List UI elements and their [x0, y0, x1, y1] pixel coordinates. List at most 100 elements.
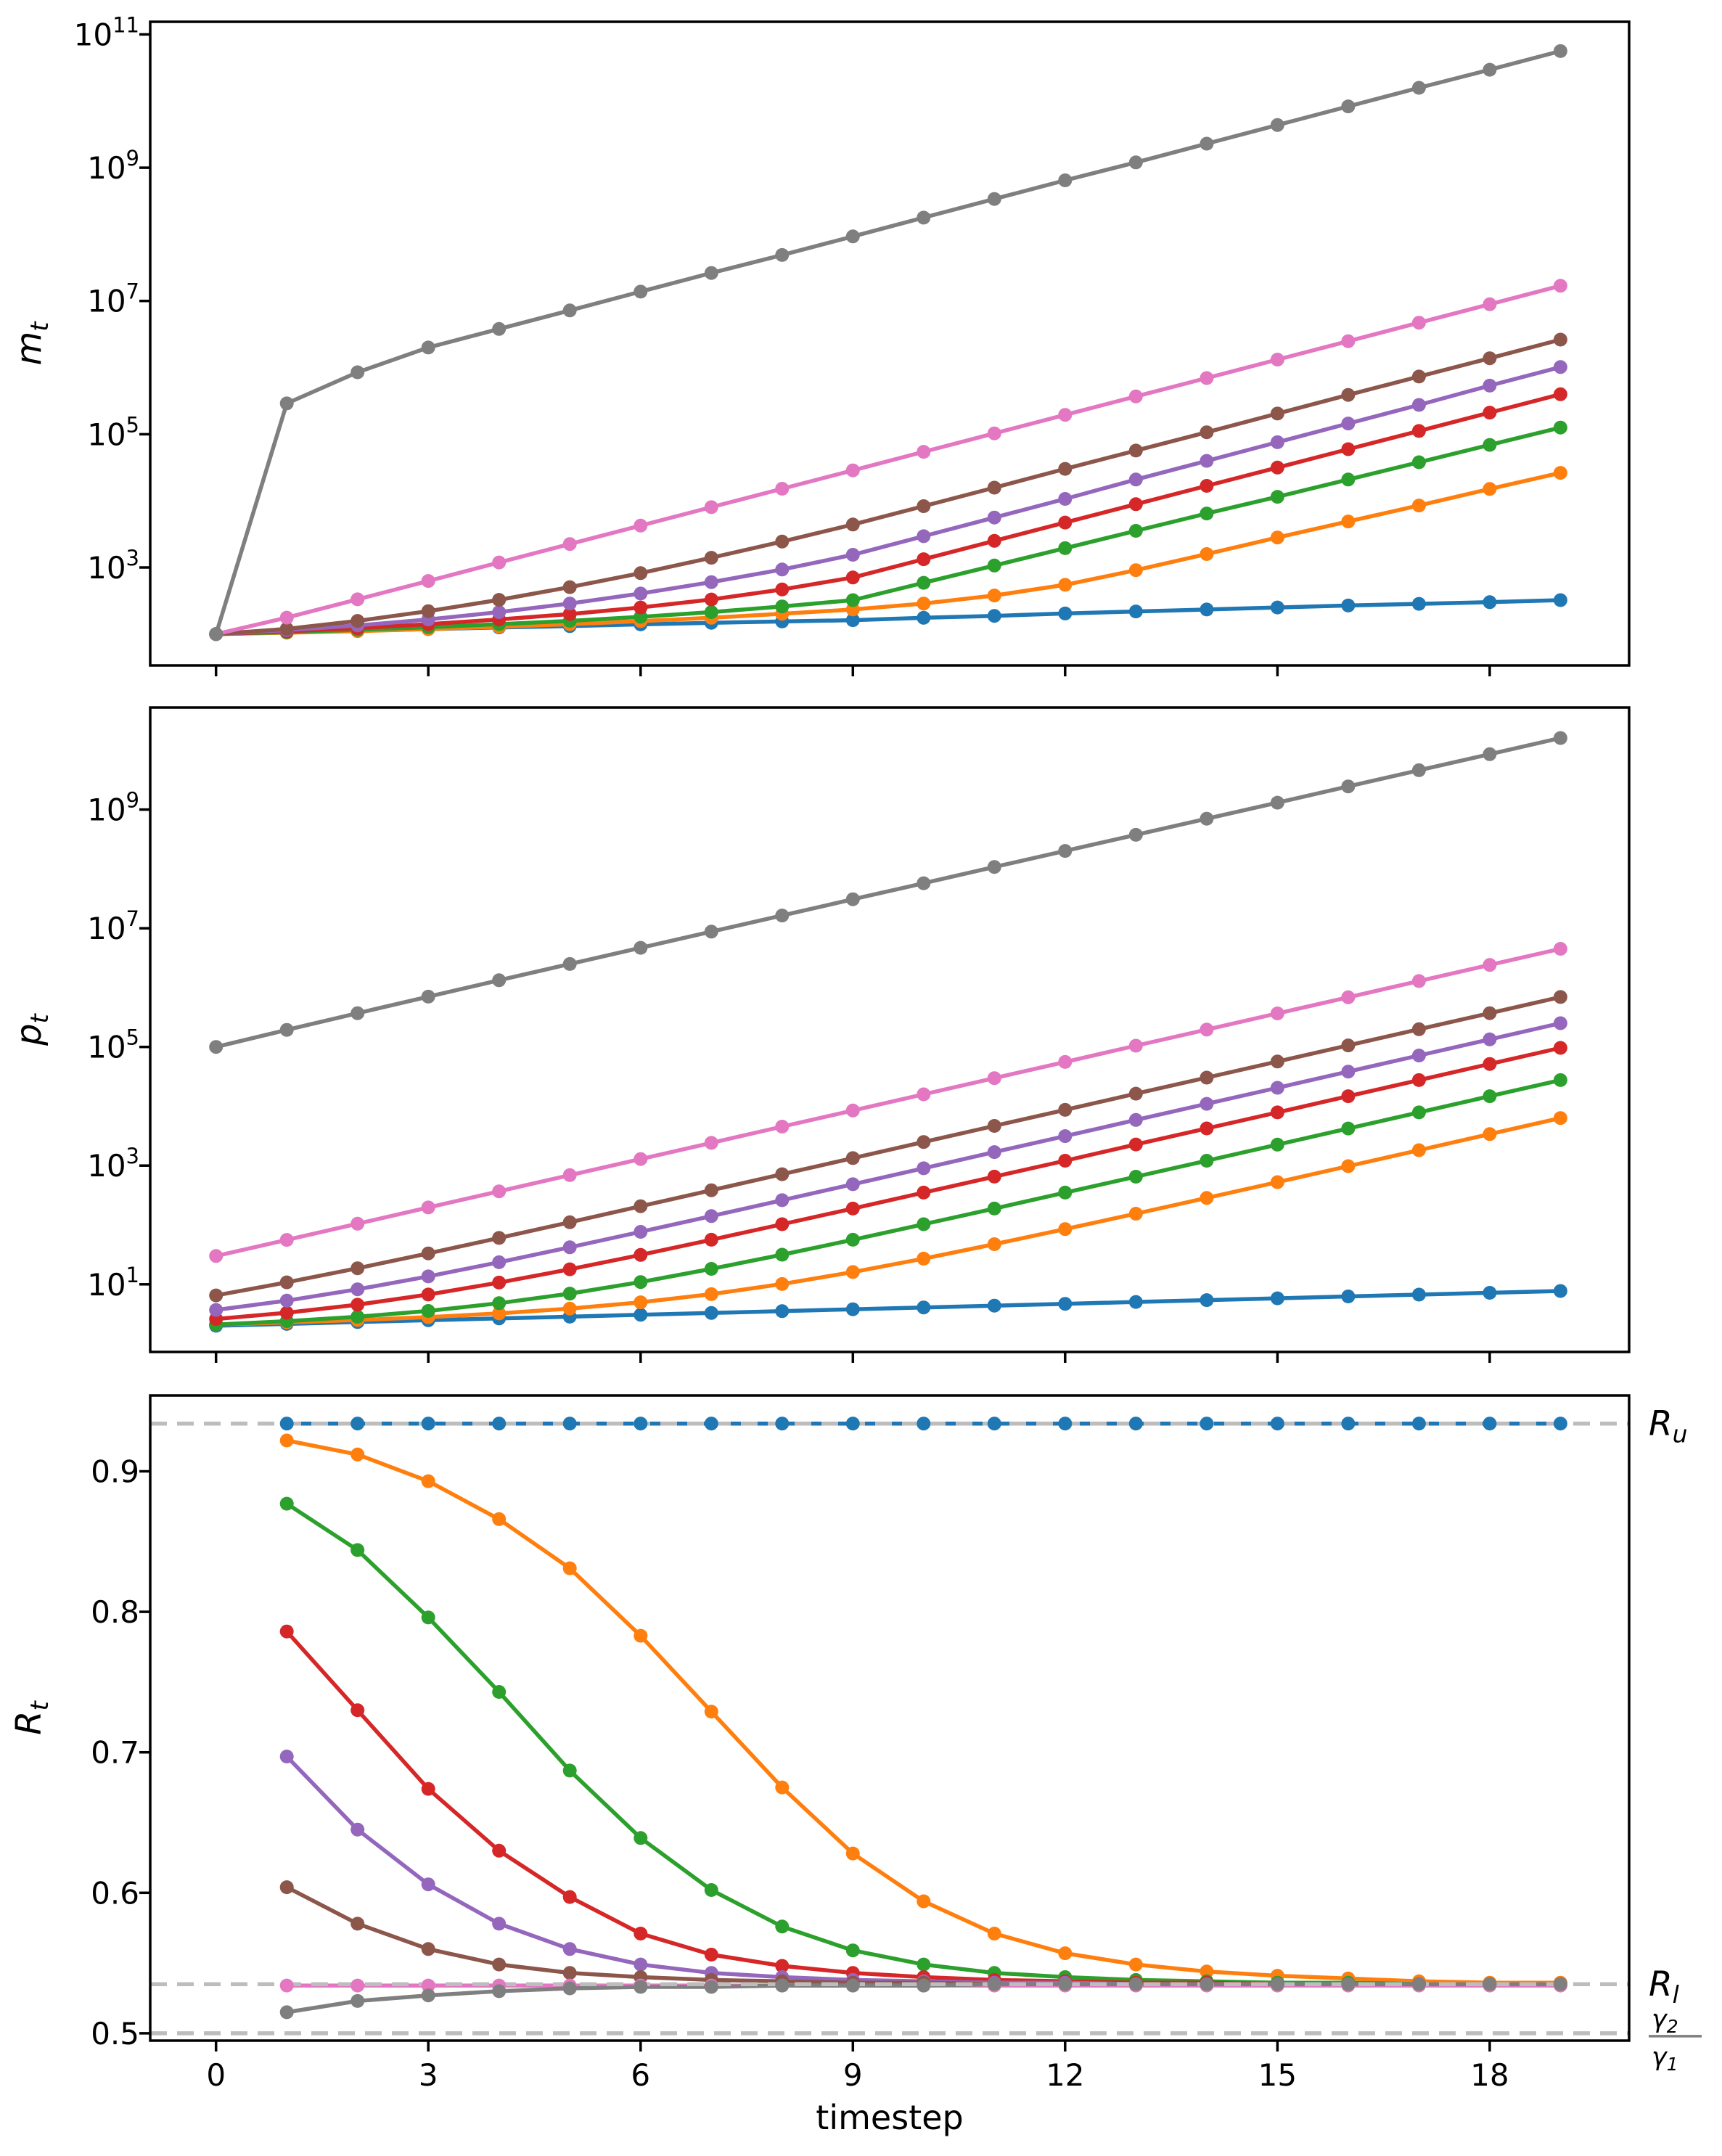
point-gray-t16	[1341, 99, 1356, 114]
point-purple-t12	[1058, 1129, 1073, 1144]
point-green-t13	[1128, 524, 1143, 538]
point-orange-t6	[634, 1628, 648, 1643]
point-brown-t17	[1411, 369, 1426, 384]
point-brown-t8	[775, 1167, 790, 1181]
point-brown-t9	[845, 1151, 860, 1165]
ylabel-chart-pt: pt	[9, 1012, 54, 1046]
point-orange-t11	[987, 589, 1001, 603]
point-red-t13	[1128, 1137, 1143, 1152]
point-red-t11	[987, 533, 1001, 548]
point-red-t6	[634, 1927, 648, 1940]
point-orange-t18	[1483, 1127, 1497, 1141]
point-pink-t0	[209, 1249, 224, 1263]
point-purple-t14	[1200, 454, 1214, 468]
point-gray-t4	[492, 321, 507, 336]
point-blue-t15	[1270, 1291, 1284, 1306]
annotation-Rl: Rl	[1649, 1964, 1679, 2009]
chart-pt: 101 103 105 107 109 pt	[9, 706, 1631, 1363]
point-blue-t11	[987, 609, 1001, 623]
point-blue-t13	[1128, 1417, 1143, 1431]
point-orange-t9	[845, 1846, 860, 1861]
point-red-t12	[1058, 515, 1073, 530]
point-gray-t8	[775, 909, 790, 923]
point-purple-t18	[1483, 378, 1497, 393]
point-green-t18	[1483, 1089, 1497, 1104]
point-gray-t8	[775, 247, 790, 262]
point-green-t19	[1553, 420, 1567, 435]
point-gray-t15	[1270, 118, 1284, 132]
point-brown-t5	[562, 1966, 577, 1980]
point-purple-t6	[634, 586, 648, 601]
xtick-label-18: 18	[1470, 2057, 1509, 2093]
point-red-t3	[421, 1782, 435, 1796]
point-purple-t16	[1341, 417, 1356, 431]
point-brown-t15	[1270, 1054, 1284, 1069]
point-red-t18	[1483, 1057, 1497, 1071]
point-brown-t4	[492, 593, 507, 607]
point-pink-t12	[1058, 408, 1073, 422]
point-blue-t14	[1200, 1293, 1214, 1308]
point-pink-t16	[1341, 990, 1356, 1004]
point-pink-t12	[1058, 1054, 1073, 1069]
point-red-t2	[350, 1703, 365, 1718]
point-purple-t10	[917, 529, 931, 544]
fraction-numerator: γ2	[1652, 2005, 1678, 2037]
point-orange-t4	[492, 1306, 507, 1321]
series-gray-line	[213, 49, 1563, 636]
point-blue-t5	[562, 1417, 577, 1431]
point-green-t2	[350, 1310, 365, 1324]
point-brown-t12	[1058, 1102, 1073, 1117]
point-green-t16	[1341, 472, 1356, 487]
point-orange-t19	[1553, 466, 1567, 480]
point-green-t2	[350, 1543, 365, 1557]
point-gray-t4	[492, 973, 507, 988]
point-gray-t1	[279, 1022, 294, 1037]
series-purple-line	[213, 1021, 1563, 1312]
point-pink-t17	[1411, 974, 1426, 988]
point-gray-t3	[421, 989, 435, 1004]
point-purple-t17	[1411, 398, 1426, 412]
point-orange-t17	[1411, 499, 1426, 513]
point-brown-t16	[1341, 388, 1356, 402]
point-blue-t9	[845, 1302, 860, 1316]
ytick-label-1-1e7: 107	[87, 906, 139, 946]
point-gray-t10	[917, 1978, 931, 1993]
point-purple-t13	[1128, 472, 1143, 487]
point-green-t12	[1058, 1185, 1073, 1200]
series-purple-line	[213, 365, 1563, 636]
point-blue-t13	[1128, 1295, 1143, 1309]
point-brown-t0	[209, 1288, 224, 1303]
ytick-label-2-0.7: 0.7	[91, 1735, 139, 1771]
series-brown-line	[213, 995, 1563, 1298]
point-blue-t12	[1058, 1297, 1073, 1311]
point-orange-t7	[704, 1705, 718, 1719]
point-green-t3	[421, 1610, 435, 1625]
point-red-t14	[1200, 479, 1214, 493]
xtick-label-6: 6	[631, 2057, 650, 2093]
point-gray-t9	[845, 892, 860, 906]
point-orange-t14	[1200, 1191, 1214, 1205]
ytick-label-0-1e11: 1011	[74, 12, 139, 52]
point-purple-t11	[987, 510, 1001, 525]
series-red-line	[213, 392, 1563, 636]
point-pink-t10	[917, 445, 931, 459]
point-gray-t19	[1553, 44, 1567, 58]
point-brown-t3	[421, 1246, 435, 1261]
point-gray-t16	[1341, 779, 1356, 794]
point-brown-t2	[350, 1261, 365, 1276]
point-brown-t3	[421, 1942, 435, 1956]
point-orange-t1	[279, 1433, 294, 1448]
point-brown-t9	[845, 517, 860, 532]
point-purple-t3	[421, 1269, 435, 1284]
point-purple-t7	[704, 1209, 718, 1223]
point-brown-t14	[1200, 425, 1214, 440]
point-brown-t19	[1553, 332, 1567, 347]
series-pink-line	[213, 946, 1563, 1258]
point-purple-t2	[350, 1822, 365, 1837]
point-red-t15	[1270, 460, 1284, 475]
point-brown-t19	[1553, 990, 1567, 1004]
point-purple-t4	[492, 1917, 507, 1931]
point-pink-t2	[350, 1216, 365, 1231]
point-red-t4	[492, 1843, 507, 1858]
ylabel-chart-rt: Rt	[9, 1700, 54, 1734]
